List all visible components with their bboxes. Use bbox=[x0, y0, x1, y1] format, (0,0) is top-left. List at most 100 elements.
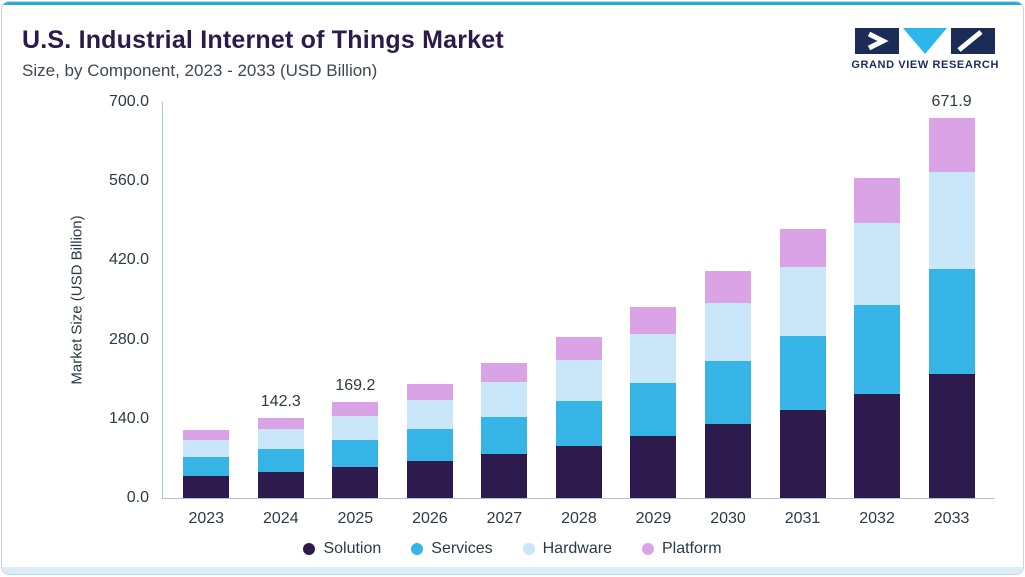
bar-segment-platform bbox=[704, 271, 751, 304]
bar-segment-platform bbox=[555, 337, 602, 361]
bar-segment-hardware bbox=[332, 415, 379, 441]
bar-segment-platform bbox=[332, 402, 379, 416]
bottom-accent-strip bbox=[2, 567, 1023, 574]
bar-segment-platform bbox=[779, 228, 826, 267]
top-accent-bar bbox=[2, 2, 1023, 5]
bar-group-2029: 2029 bbox=[630, 102, 677, 527]
legend-dot-icon bbox=[641, 543, 654, 555]
legend-dot-icon bbox=[522, 543, 535, 555]
y-axis-tick-label: 140.0 bbox=[108, 409, 149, 427]
y-axis-tick-label: 700.0 bbox=[108, 93, 149, 110]
bar-segment-hardware bbox=[183, 439, 230, 458]
y-axis-title: Market Size (USD Billion) bbox=[68, 215, 86, 385]
bar-segment-hardware bbox=[704, 303, 751, 362]
bar-value-label: 169.2 bbox=[335, 377, 376, 395]
x-axis-tick-label: 2029 bbox=[635, 510, 672, 527]
bar-segment-services bbox=[555, 401, 602, 446]
x-axis-tick-label: 2032 bbox=[859, 510, 895, 527]
bar-segment-solution bbox=[630, 435, 677, 498]
bar-group-2031: 2031 bbox=[779, 102, 826, 527]
bar-stack bbox=[555, 337, 602, 498]
bar-segment-hardware bbox=[630, 334, 677, 383]
bar-stack bbox=[406, 384, 453, 498]
bar-segment-platform bbox=[928, 117, 975, 172]
bar-segment-solution bbox=[928, 374, 975, 498]
x-axis-tick-label: 2026 bbox=[412, 510, 448, 527]
bar-segment-solution bbox=[555, 445, 602, 498]
y-axis-tick-label: 0.0 bbox=[126, 489, 149, 506]
brand-logo-text: GRAND VIEW RESEARCH bbox=[851, 59, 999, 71]
bar-segment-hardware bbox=[779, 266, 826, 336]
bar-stack bbox=[257, 417, 304, 498]
brand-logo-icon bbox=[855, 28, 996, 54]
bars-row: 2023 142.3 2024 169.2 2025 2026 2027 2028 2029 20… bbox=[163, 93, 995, 527]
bar-segment-platform bbox=[183, 430, 230, 440]
chart-header: U.S. Industrial Internet of Things Marke… bbox=[22, 26, 504, 81]
bar-segment-platform bbox=[481, 362, 528, 383]
bar-stack bbox=[481, 362, 528, 498]
bar-group-2027: 2027 bbox=[481, 102, 528, 527]
bar-group-2030: 2030 bbox=[704, 102, 751, 527]
chart-title: U.S. Industrial Internet of Things Marke… bbox=[22, 26, 504, 54]
x-axis-tick-label: 2028 bbox=[561, 510, 597, 527]
bar-segment-hardware bbox=[555, 360, 602, 402]
bar-segment-solution bbox=[183, 475, 230, 498]
bar-group-2024: 142.3 2024 bbox=[257, 102, 304, 527]
plot-area: Market Size (USD Billion) 2023 142.3 2024 1… bbox=[69, 93, 995, 527]
bar-group-2033: 671.9 2033 bbox=[928, 93, 975, 527]
bar-stack bbox=[779, 228, 826, 498]
bar-segment-platform bbox=[630, 307, 677, 335]
bar-segment-services bbox=[704, 361, 751, 425]
bar-segment-services bbox=[257, 449, 304, 472]
bar-segment-platform bbox=[854, 177, 901, 224]
legend-item-solution: Solution bbox=[303, 540, 381, 558]
bar-stack bbox=[928, 117, 975, 498]
brand-logo: GRAND VIEW RESEARCH bbox=[851, 28, 999, 71]
bar-group-2025: 169.2 2025 bbox=[332, 102, 379, 527]
legend-label: Services bbox=[431, 540, 493, 557]
bar-segment-services bbox=[481, 416, 528, 454]
bar-segment-hardware bbox=[481, 382, 528, 417]
bar-segment-solution bbox=[257, 471, 304, 498]
bar-segment-services bbox=[779, 335, 826, 411]
legend: Solution Services Hardware Platform bbox=[2, 540, 1023, 558]
y-axis-tick-label: 280.0 bbox=[108, 330, 149, 348]
x-axis-tick-label: 2025 bbox=[337, 510, 374, 527]
x-axis-tick-label: 2027 bbox=[486, 510, 523, 527]
x-axis-tick-label: 2030 bbox=[710, 510, 746, 527]
bar-group-2028: 2028 bbox=[555, 102, 602, 527]
bar-value-label: 671.9 bbox=[931, 92, 972, 110]
legend-item-services: Services bbox=[411, 540, 493, 558]
y-axis-tick-label: 560.0 bbox=[108, 172, 149, 190]
legend-dot-icon bbox=[303, 543, 316, 555]
x-axis-tick-label: 2023 bbox=[188, 510, 225, 527]
bar-segment-hardware bbox=[257, 428, 304, 450]
bar-segment-services bbox=[854, 304, 901, 394]
bar-segment-solution bbox=[406, 460, 453, 498]
bar-group-2026: 2026 bbox=[406, 102, 453, 527]
y-axis-tick-label: 420.0 bbox=[108, 251, 149, 269]
bar-group-2032: 2032 bbox=[854, 102, 901, 527]
legend-label: Hardware bbox=[542, 540, 612, 557]
bar-segment-solution bbox=[481, 453, 528, 498]
bar-segment-services bbox=[332, 440, 379, 467]
legend-item-platform: Platform bbox=[641, 540, 722, 558]
bar-segment-services bbox=[928, 268, 975, 375]
bar-segment-hardware bbox=[406, 400, 453, 430]
bar-stack bbox=[332, 402, 379, 498]
legend-item-hardware: Hardware bbox=[522, 540, 612, 558]
bar-segment-solution bbox=[854, 393, 901, 498]
bar-segment-solution bbox=[332, 466, 379, 498]
bar-segment-hardware bbox=[928, 171, 975, 269]
x-axis-tick-label: 2024 bbox=[263, 510, 299, 527]
x-axis-tick-label: 2033 bbox=[933, 510, 970, 527]
x-axis-tick-label: 2031 bbox=[784, 510, 821, 527]
legend-label: Platform bbox=[661, 540, 722, 557]
bar-value-label: 142.3 bbox=[260, 392, 301, 410]
bar-segment-solution bbox=[704, 424, 751, 498]
bar-stack bbox=[854, 177, 901, 498]
bar-segment-hardware bbox=[854, 223, 901, 305]
bar-stack bbox=[630, 307, 677, 498]
legend-dot-icon bbox=[411, 543, 424, 555]
